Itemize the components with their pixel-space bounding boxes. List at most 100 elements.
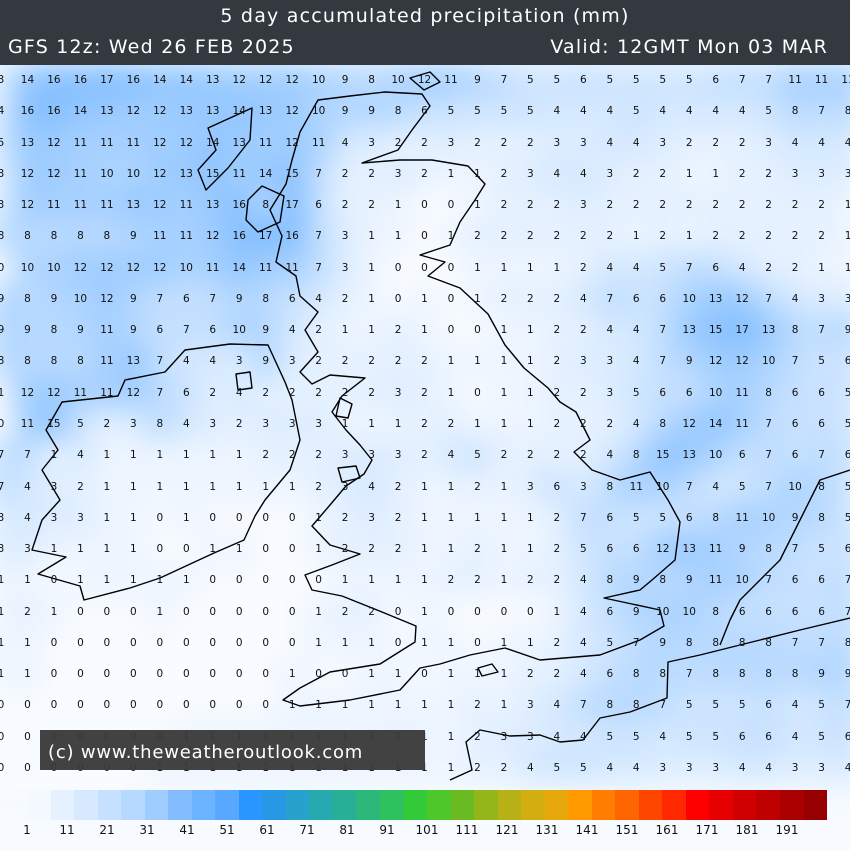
grid-value: 0 [0, 261, 5, 274]
shading-cell [0, 189, 15, 222]
shading-cell [14, 126, 42, 159]
shading-cell [0, 64, 15, 96]
grid-value: 0 [24, 761, 31, 774]
grid-value: 3 [685, 761, 693, 774]
grid-value: 12 [656, 543, 670, 556]
grid-value: 1 [527, 417, 534, 430]
colorbar-swatch [568, 790, 592, 820]
grid-value: 3 [791, 167, 799, 180]
shading-cell [332, 64, 360, 96]
shading-cell [755, 126, 783, 159]
grid-value: 13 [206, 105, 220, 118]
grid-value: 0 [156, 511, 164, 524]
grid-value: 1 [421, 699, 428, 712]
shading-cell [543, 157, 571, 190]
grid-value: 2 [818, 230, 825, 243]
colorbar-swatch [709, 790, 733, 820]
grid-value: 7 [606, 292, 614, 305]
grid-value: 2 [712, 199, 720, 212]
colorbar-label: 11 [59, 823, 75, 837]
shading-cell [411, 314, 439, 347]
grid-value: 4 [606, 261, 614, 274]
shading-cell [385, 282, 413, 315]
grid-value: 5 [606, 730, 614, 743]
grid-value: 11 [100, 324, 114, 337]
shading-cell [146, 95, 174, 128]
grid-value: 4 [738, 761, 746, 774]
grid-value: 12 [153, 199, 167, 212]
grid-value: 1 [0, 636, 5, 649]
grid-value: 2 [474, 730, 481, 743]
shading-cell [437, 126, 465, 159]
shading-cell [199, 220, 227, 253]
grid-value: 2 [474, 136, 481, 149]
grid-value: 2 [341, 199, 349, 212]
grid-value: 4 [288, 324, 296, 337]
shading-cell [596, 251, 624, 284]
shading-cell [676, 126, 704, 159]
grid-value: 10 [100, 167, 114, 180]
grid-value: 7 [315, 167, 322, 180]
grid-value: 4 [24, 480, 31, 493]
grid-value: 11 [841, 74, 850, 86]
grid-value: 15 [656, 449, 670, 462]
shading-cell [279, 314, 307, 347]
grid-value: 1 [24, 574, 31, 587]
grid-value: 1 [368, 636, 375, 649]
grid-value: 1 [527, 261, 534, 274]
shading-cell [0, 314, 15, 347]
shading-cell [67, 189, 95, 222]
shading-cell [676, 251, 704, 284]
grid-value: 5 [606, 74, 614, 86]
grid-value: 1 [447, 668, 455, 681]
shading-cell [93, 64, 121, 96]
grid-value: 1 [421, 605, 428, 618]
shading-cell [808, 251, 836, 284]
grid-value: 0 [182, 605, 190, 618]
grid-value: 9 [738, 543, 746, 556]
shading-cell [570, 95, 598, 128]
grid-value: 6 [156, 324, 164, 337]
shading-cell [835, 220, 850, 253]
grid-value: 2 [500, 167, 508, 180]
grid-value: 2 [474, 574, 481, 587]
shading-cell [596, 189, 624, 222]
grid-value: 12 [285, 136, 299, 149]
grid-value: 8 [0, 230, 5, 243]
grid-value: 0 [156, 636, 164, 649]
colorbar-label: 191 [775, 823, 799, 837]
grid-value: 0 [77, 605, 84, 618]
grid-value: 0 [341, 668, 349, 681]
grid-value: 14 [73, 105, 88, 118]
grid-value: 8 [632, 668, 640, 681]
shading-cell [676, 189, 704, 222]
grid-value: 2 [394, 136, 402, 149]
grid-value: 4 [553, 167, 561, 180]
grid-value: 1 [553, 261, 561, 274]
grid-value: 6 [579, 74, 587, 86]
grid-value: 7 [659, 324, 667, 337]
grid-value: 1 [130, 449, 137, 462]
grid-value: 10 [682, 292, 696, 305]
grid-value: 4 [791, 699, 799, 712]
shading-cell [702, 189, 730, 222]
grid-value: 9 [632, 574, 640, 587]
shading-cell [93, 282, 121, 315]
grid-value: 0 [235, 668, 243, 681]
grid-value: 11 [709, 574, 723, 587]
grid-value: 3 [818, 292, 825, 305]
colorbar-swatch [309, 790, 333, 820]
grid-value: 5 [474, 105, 481, 118]
shading-cell [67, 220, 95, 253]
grid-value: 3 [527, 167, 534, 180]
grid-value: 4 [315, 292, 322, 305]
grid-value: 11 [206, 261, 220, 274]
grid-value: 0 [24, 699, 31, 712]
colorbar-swatch [50, 790, 75, 820]
shading-cell [385, 251, 413, 284]
shading-cell [782, 64, 810, 96]
grid-value: 15 [709, 324, 723, 337]
grid-value: 7 [818, 636, 825, 649]
grid-value: 4 [818, 136, 825, 149]
grid-value: 0 [262, 511, 270, 524]
